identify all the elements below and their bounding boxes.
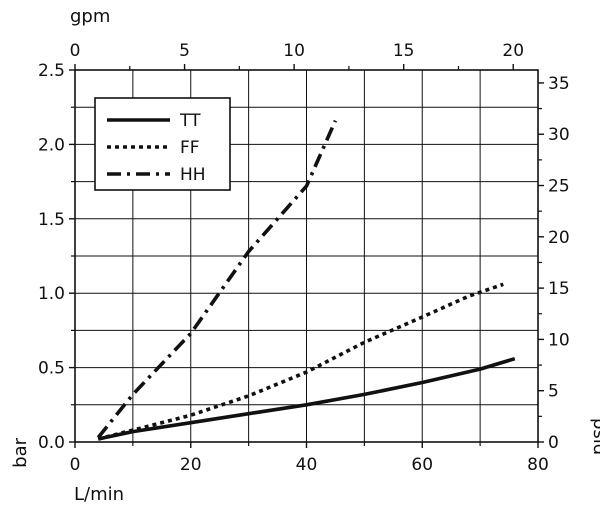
legend-label-tt: TT	[179, 111, 201, 131]
series-line-tt	[97, 356, 516, 441]
x-tick-label: 0	[70, 455, 81, 475]
x-top-tick-label: 20	[502, 41, 524, 61]
y-right-tick-label: 10	[548, 330, 570, 350]
series-layer	[96, 119, 516, 441]
x-top-tick-label: 0	[70, 41, 81, 61]
legend-label-hh: HH	[180, 165, 206, 185]
y-right-tick-label: 25	[548, 177, 570, 197]
x-tick-label: 20	[180, 455, 202, 475]
x-top-tick-label: 5	[179, 41, 190, 61]
x-tick-label: 60	[411, 455, 433, 475]
y-tick-label: 1.0	[38, 284, 65, 304]
y-right-tick-label: 0	[548, 433, 559, 453]
legend-label-ff: FF	[180, 138, 200, 158]
x-tick-label: 40	[296, 455, 318, 475]
y-tick-label: 0.0	[38, 433, 65, 453]
y-right-tick-label: 15	[548, 279, 570, 299]
axes: 0 20 40 60 800 5 10 15 200.00.51.01.52.02.505101…	[38, 41, 570, 475]
y-tick-label: 0.5	[38, 359, 65, 379]
y-tick-label: 1.5	[38, 210, 65, 230]
y-right-tick-label: 35	[548, 74, 570, 94]
y-tick-label: 2.5	[38, 61, 65, 81]
y-right-tick-label: 30	[548, 125, 570, 145]
x-axis-label: L/min	[74, 484, 124, 505]
legend-box	[94, 97, 231, 191]
x-top-tick-label: 15	[393, 41, 415, 61]
y-right-axis-label: psid	[589, 418, 600, 455]
series-line-ff	[97, 282, 504, 441]
y-right-tick-label: 5	[548, 382, 559, 402]
y-tick-label: 2.0	[38, 135, 65, 155]
y-axis-label: bar	[10, 437, 31, 467]
legend: TT FF HH	[94, 97, 231, 191]
x-tick-label: 80	[527, 455, 549, 475]
y-right-tick-label: 20	[548, 228, 570, 248]
x-top-axis-label: gpm	[70, 6, 110, 27]
x-top-tick-label: 10	[283, 41, 305, 61]
grid	[75, 70, 538, 442]
